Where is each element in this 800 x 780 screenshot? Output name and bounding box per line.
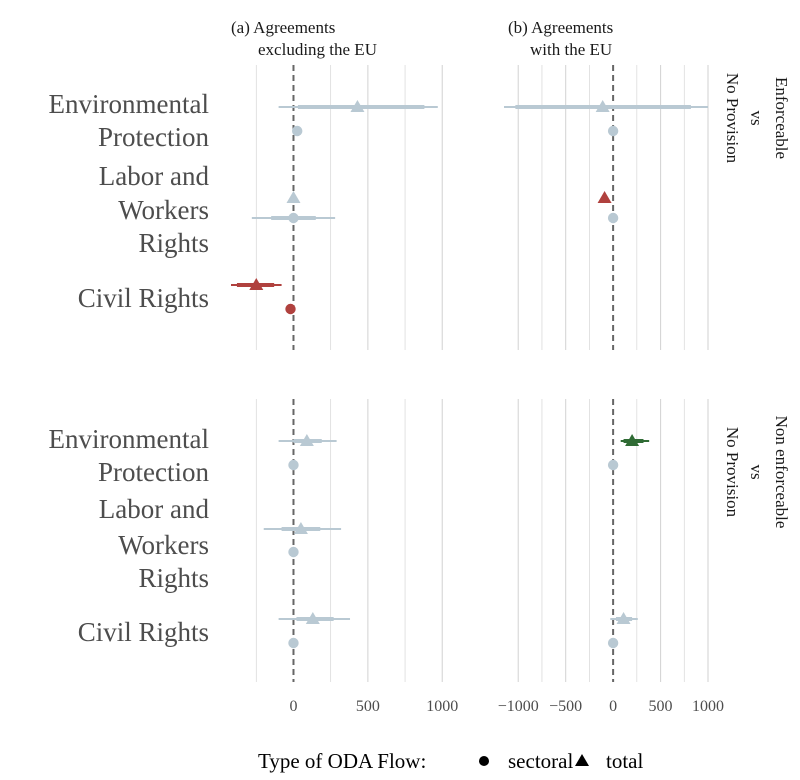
category-label: Rights <box>138 228 209 258</box>
grid-layer <box>255 65 709 682</box>
point-sectoral <box>607 637 619 649</box>
estimate-total <box>278 434 337 446</box>
point-total <box>299 434 314 446</box>
category-label: Protection <box>98 122 209 152</box>
estimate-total <box>620 434 650 446</box>
estimate-sectoral <box>288 546 299 558</box>
point-sectoral <box>288 212 299 224</box>
column-title: excluding the EU <box>258 40 377 59</box>
x-tick-label: 0 <box>609 698 617 715</box>
point-total <box>305 612 320 624</box>
point-total <box>616 612 631 624</box>
point-sectoral <box>288 459 299 471</box>
legend-entry-label: total <box>606 749 643 773</box>
point-total <box>625 434 640 446</box>
point-sectoral <box>288 637 299 649</box>
estimate-sectoral <box>285 303 296 315</box>
row-strip-label: Enforceable <box>772 77 791 159</box>
x-tick-label: −1000 <box>498 698 539 715</box>
estimate-total <box>286 191 301 203</box>
point-total <box>597 191 612 203</box>
point-total <box>286 191 301 203</box>
x-tick-label: 0 <box>289 698 297 715</box>
x-tick-label: 500 <box>356 698 380 715</box>
estimate-total <box>504 100 708 112</box>
x-tick-label: 500 <box>649 698 673 715</box>
category-label: Protection <box>98 457 209 487</box>
x-tick-label: 1000 <box>426 698 458 715</box>
estimate-sectoral <box>288 637 299 649</box>
legend-entry-label: sectoral <box>508 749 573 773</box>
x-tick-label: −500 <box>549 698 582 715</box>
column-title: with the EU <box>530 40 612 59</box>
point-sectoral <box>288 546 299 558</box>
column-title: (b) Agreements <box>508 18 613 37</box>
point-sectoral <box>607 125 619 137</box>
estimate-sectoral <box>607 212 619 224</box>
category-label: Environmental <box>49 89 209 119</box>
category-label: Workers <box>118 530 209 560</box>
legend-title: Type of ODA Flow: <box>258 749 426 773</box>
estimate-sectoral <box>607 125 619 137</box>
point-total <box>249 278 264 290</box>
row-strip-label: vs <box>747 110 766 125</box>
category-label: Labor and <box>99 161 210 191</box>
category-label: Workers <box>118 195 209 225</box>
estimate-total <box>263 522 342 534</box>
estimate-sectoral <box>607 637 619 649</box>
point-sectoral <box>607 459 619 471</box>
estimate-sectoral <box>288 459 299 471</box>
estimate-sectoral <box>292 125 303 137</box>
column-title: (a) Agreements <box>231 18 335 37</box>
row-strip-label: No Provision <box>723 427 742 518</box>
estimate-total <box>231 278 282 290</box>
point-sectoral <box>607 212 619 224</box>
point-sectoral <box>292 125 303 137</box>
category-label: Civil Rights <box>78 283 209 313</box>
marks-layer <box>231 100 708 649</box>
row-strip-label: Non enforceable <box>772 416 791 529</box>
row-strip-label: vs <box>747 464 766 479</box>
category-label: Civil Rights <box>78 617 209 647</box>
estimate-total <box>597 191 612 203</box>
estimate-total <box>278 100 438 112</box>
estimate-sectoral <box>607 459 619 471</box>
category-label: Rights <box>138 563 209 593</box>
point-total <box>293 522 308 534</box>
legend: Type of ODA Flow: sectoral total <box>258 749 643 773</box>
estimate-sectoral <box>251 212 336 224</box>
x-tick-label: 1000 <box>692 698 724 715</box>
category-label: Environmental <box>49 424 209 454</box>
estimate-total <box>610 612 638 624</box>
point-total <box>595 100 610 112</box>
point-sectoral <box>285 303 296 315</box>
legend-triangle-icon <box>575 754 589 766</box>
zero-line-layer <box>292 65 615 682</box>
legend-circle-icon <box>479 756 489 766</box>
point-total <box>350 100 365 112</box>
category-label: Labor and <box>99 494 210 524</box>
estimate-total <box>278 612 351 624</box>
row-strip-label: No Provision <box>723 73 742 164</box>
